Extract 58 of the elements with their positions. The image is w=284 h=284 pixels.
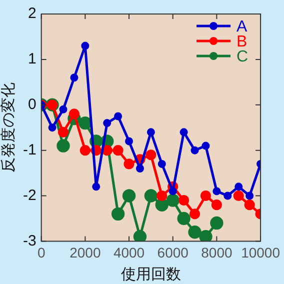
legend-label: A <box>236 18 248 36</box>
point <box>114 112 122 120</box>
point <box>122 189 136 202</box>
point <box>146 150 156 160</box>
x-tick-label: 10000 <box>241 244 280 260</box>
point <box>190 146 199 154</box>
point <box>199 230 212 242</box>
point <box>178 195 190 206</box>
point <box>48 124 56 132</box>
point <box>189 208 200 220</box>
point <box>233 190 244 202</box>
y-tick-label: -2 <box>22 186 36 204</box>
point <box>212 187 221 196</box>
x-tick-label: 8000 <box>201 244 232 260</box>
point <box>81 42 90 50</box>
point <box>144 189 158 202</box>
point <box>156 190 168 202</box>
point <box>68 108 80 120</box>
point <box>244 200 255 210</box>
point <box>92 182 100 191</box>
x-tick-label: 4000 <box>113 244 145 260</box>
legend-label: B <box>236 33 248 50</box>
point <box>234 182 243 191</box>
point <box>56 139 70 152</box>
y-tick-label: 2 <box>28 5 36 22</box>
point <box>246 192 254 200</box>
point <box>200 190 212 202</box>
point <box>103 119 112 128</box>
y-tick-label: 1 <box>28 50 36 68</box>
point <box>58 126 69 138</box>
y-tick-label: -3 <box>22 232 36 250</box>
y-tick-label: -1 <box>22 141 36 158</box>
point <box>125 137 134 146</box>
point <box>136 164 144 172</box>
y-axis-title: 反発度の変化 <box>0 82 18 173</box>
point <box>211 200 222 210</box>
point <box>224 192 232 200</box>
point <box>70 74 78 82</box>
x-axis-title: 使用回数 <box>120 266 181 284</box>
point <box>112 145 124 156</box>
point <box>80 145 90 156</box>
x-tick-label: 6000 <box>157 244 189 260</box>
point <box>202 142 210 150</box>
point <box>210 216 224 230</box>
point <box>177 212 190 226</box>
point <box>111 207 125 221</box>
point <box>124 158 134 170</box>
y-tick-label: 0 <box>28 96 36 114</box>
point <box>168 187 177 196</box>
point <box>146 128 155 136</box>
point <box>166 194 180 207</box>
point <box>158 160 166 168</box>
x-tick-label: 2000 <box>70 244 101 260</box>
point <box>59 105 68 114</box>
point <box>180 128 188 136</box>
point <box>133 230 147 242</box>
legend-label: C <box>236 48 248 66</box>
point <box>188 226 202 239</box>
